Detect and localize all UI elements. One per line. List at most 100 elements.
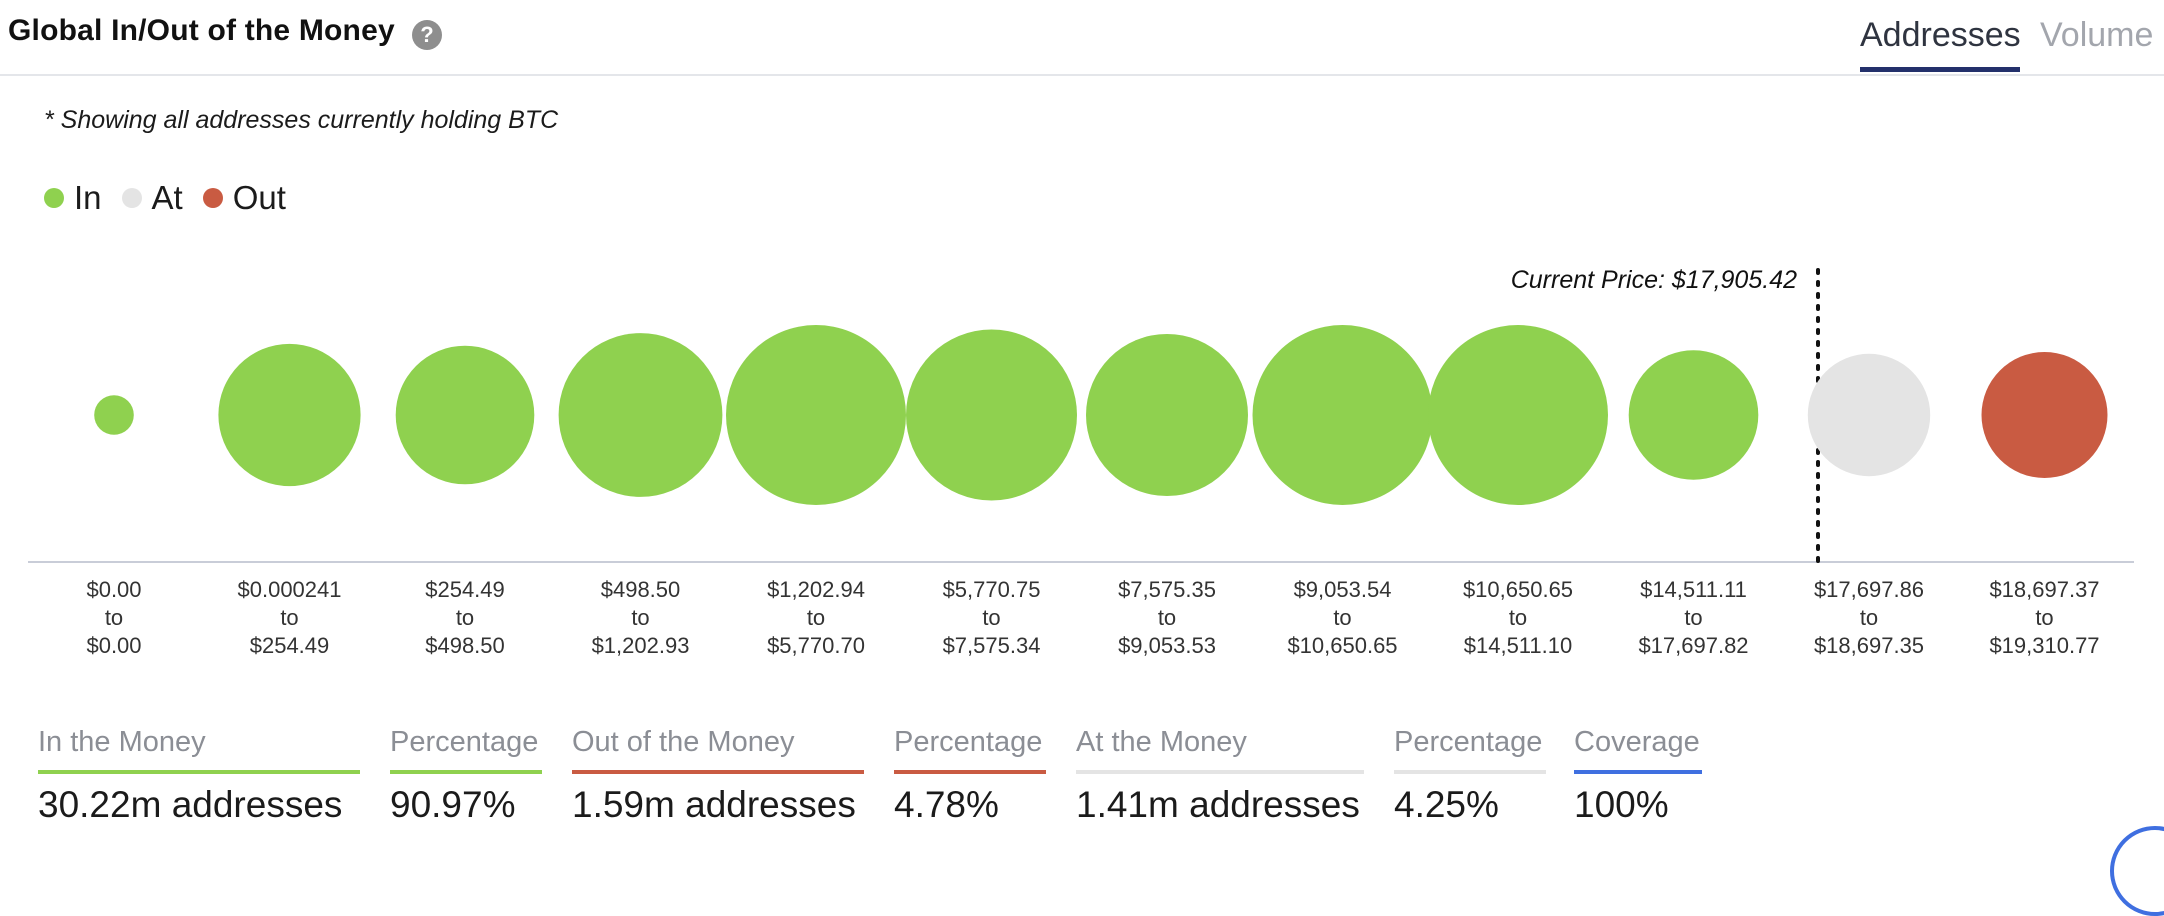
stat-underline — [1394, 770, 1546, 774]
legend-label-in: In — [74, 179, 102, 216]
price-range-label: $498.50 to $1,202.93 — [556, 576, 726, 660]
price-range-label: $18,697.37 to $19,310.77 — [1960, 576, 2130, 660]
price-range-from: $1,202.94 — [767, 577, 865, 602]
legend: In At Out — [44, 178, 306, 218]
bubbles — [94, 325, 2108, 505]
price-range-to-word: to — [280, 605, 299, 630]
header: Global In/Out of the Money ? Addresses V… — [0, 0, 2164, 76]
stat-value: 1.41m addresses — [1076, 784, 1360, 825]
price-range-from: $498.50 — [600, 577, 681, 602]
bubble-in[interactable] — [558, 333, 723, 497]
stat-in-the-money: In the Money 30.22m addresses — [38, 726, 360, 826]
price-range-from: $9,053.54 — [1293, 577, 1392, 602]
stat-label: Percentage — [894, 726, 1043, 758]
legend-dot-out — [202, 188, 223, 208]
active-tab-indicator — [1860, 67, 2020, 72]
current-price-label: Current Price: $17,905.42 — [1510, 266, 1797, 294]
price-range-to-word: to — [806, 605, 826, 630]
bubble-in[interactable] — [1086, 334, 1248, 496]
price-range-from: $7,575.35 — [1118, 577, 1216, 602]
price-range-to-word: to — [631, 605, 650, 630]
bubble-in[interactable] — [1628, 350, 1759, 480]
price-range-to-word: to — [455, 605, 475, 630]
price-range-from: $14,511.11 — [1640, 577, 1747, 602]
holding-note: * Showing all addresses currently holdin… — [44, 106, 559, 134]
stat-value: 100% — [1574, 784, 1669, 825]
price-range-from: $254.49 — [425, 577, 505, 602]
bubble-in[interactable] — [395, 345, 535, 485]
bubble-at[interactable] — [1807, 353, 1931, 477]
price-range-to: $18,697.35 — [1813, 633, 1925, 658]
price-range-from: $0.00 — [86, 577, 142, 602]
page-title: Global In/Out of the Money — [8, 14, 395, 47]
price-range-to-word: to — [1684, 605, 1703, 630]
stat-out-of-the-money: Out of the Money 1.59m addresses — [572, 726, 864, 826]
tab-addresses[interactable]: Addresses — [1860, 16, 2021, 54]
price-range-label: $14,511.11 to $17,697.82 — [1609, 576, 1779, 660]
price-range-to: $254.49 — [249, 633, 330, 658]
stat-underline — [894, 770, 1046, 774]
bubble-in[interactable] — [1252, 325, 1433, 505]
price-range-from: $10,650.65 — [1462, 577, 1574, 602]
stat-value: 4.25% — [1394, 784, 1499, 825]
bubble-in[interactable] — [726, 325, 906, 505]
price-range-label: $254.49 to $498.50 — [380, 576, 550, 660]
price-range-from: $17,697.86 — [1813, 577, 1925, 602]
price-range-label: $0.00 to $0.00 — [29, 576, 199, 660]
legend-label-out: Out — [232, 179, 286, 216]
price-range-to-word: to — [104, 605, 124, 630]
stat-label: At the Money — [1076, 726, 1247, 758]
legend-item-at[interactable]: At — [121, 179, 183, 217]
stat-coverage: Coverage 100% — [1574, 726, 1702, 826]
price-range-label: $10,650.65 to $14,511.10 — [1433, 576, 1603, 660]
price-range-to: $9,053.53 — [1118, 633, 1216, 658]
bubble-in[interactable] — [1428, 325, 1608, 505]
stat-label: In the Money — [38, 726, 206, 758]
price-range-to: $14,511.10 — [1463, 633, 1573, 658]
price-range-to: $498.50 — [425, 633, 505, 658]
stat-underline — [1574, 770, 1702, 774]
stat-value: 1.59m addresses — [572, 784, 856, 825]
price-range-to-word: to — [2035, 605, 2054, 630]
stat-percentage: Percentage 90.97% — [390, 726, 542, 826]
price-range-to-word: to — [1508, 605, 1528, 630]
price-range-to: $1,202.93 — [591, 633, 690, 658]
stat-label: Out of the Money — [572, 726, 795, 758]
price-range-label: $5,770.75 to $7,575.34 — [907, 576, 1077, 660]
stat-label: Percentage — [390, 726, 539, 758]
price-range-from: $0.000241 — [237, 577, 342, 602]
bubble-in[interactable] — [906, 329, 1077, 501]
stat-at-the-money: At the Money 1.41m addresses — [1076, 726, 1364, 826]
tab-volume[interactable]: Volume — [2040, 16, 2154, 54]
price-range-to: $5,770.70 — [767, 633, 865, 658]
bubble-in[interactable] — [94, 395, 134, 435]
stat-underline — [572, 770, 864, 774]
question-circle-icon[interactable]: ? — [412, 20, 442, 50]
legend-dot-in — [44, 188, 64, 208]
price-range-to: $17,697.82 — [1638, 633, 1749, 658]
price-range-to: $0.00 — [86, 633, 142, 658]
stat-label: Percentage — [1394, 726, 1543, 758]
stat-value: 4.78% — [894, 784, 999, 825]
price-range-label: $7,575.35 to $9,053.53 — [1082, 576, 1252, 660]
stat-value: 30.22m addresses — [38, 784, 343, 825]
legend-item-out[interactable]: Out — [202, 179, 286, 217]
legend-item-in[interactable]: In — [44, 179, 102, 217]
stat-value: 90.97% — [390, 784, 516, 825]
price-range-to-word: to — [982, 605, 1001, 630]
price-range-to-word: to — [1333, 605, 1352, 630]
price-range-to: $7,575.34 — [942, 633, 1041, 658]
stat-underline — [390, 770, 542, 774]
stat-label: Coverage — [1574, 726, 1700, 758]
legend-label-at: At — [151, 179, 183, 216]
stat-percentage: Percentage 4.25% — [1394, 726, 1546, 826]
bubble-in[interactable] — [218, 343, 361, 487]
price-range-to-word: to — [1157, 605, 1177, 630]
bubble-out[interactable] — [1981, 352, 2108, 478]
price-range-to: $19,310.77 — [1989, 633, 2100, 658]
price-range-to-word: to — [1859, 605, 1879, 630]
price-range-label: $0.000241 to $254.49 — [205, 576, 375, 660]
price-range-label: $17,697.86 to $18,697.35 — [1784, 576, 1954, 660]
bubble-chart — [28, 268, 2134, 564]
stat-underline — [1076, 770, 1364, 774]
